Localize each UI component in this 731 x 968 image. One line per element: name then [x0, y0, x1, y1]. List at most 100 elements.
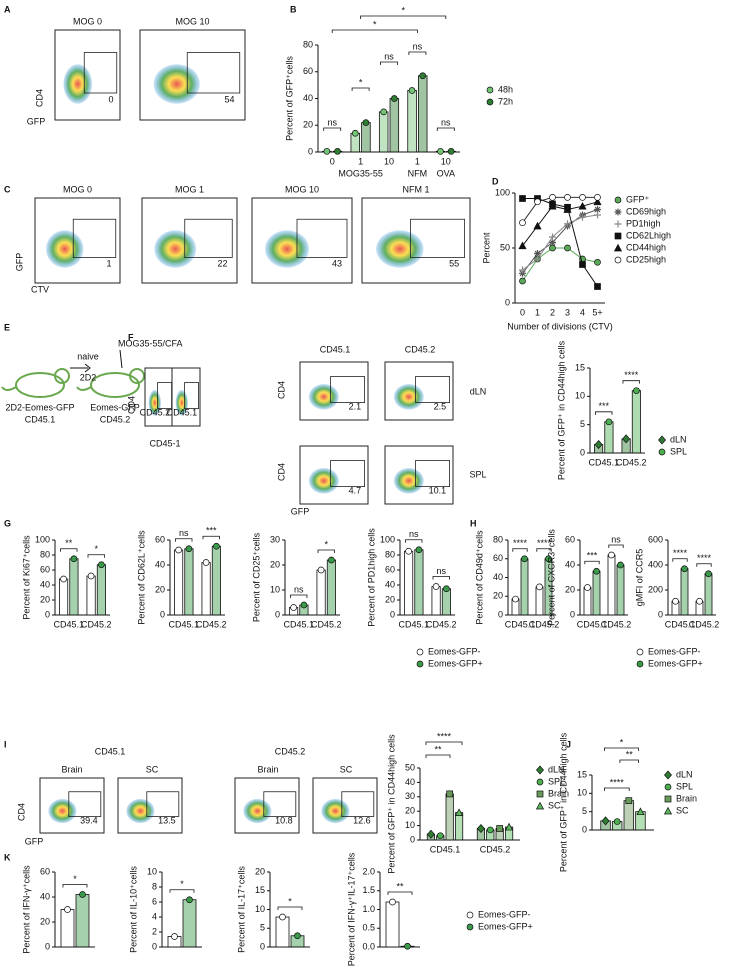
annotation: J [566, 739, 571, 749]
flow-population [46, 230, 84, 268]
flow-gate-value: 13.5 [158, 815, 176, 825]
y-tick-label: 60 [40, 564, 50, 574]
flow-gate [330, 460, 366, 488]
x-tick-label: 10 [441, 156, 451, 166]
y-tick-label: 100 [380, 534, 395, 544]
annotation: naive [77, 351, 99, 361]
bar [361, 122, 371, 153]
y-tick-label: 80 [303, 39, 313, 49]
data-point [593, 197, 602, 206]
x-tick-label: 3 [565, 307, 570, 317]
y-axis-label: Percent of IL-10⁺cells [128, 866, 138, 953]
data-point [432, 583, 440, 590]
flow-gate-value: 55 [449, 259, 459, 269]
y-tick-label: 60 [493, 553, 503, 563]
line [522, 214, 598, 271]
data-point [584, 584, 591, 591]
bar [60, 909, 75, 948]
y-tick-label: 40 [493, 572, 503, 582]
annotation: A [4, 4, 11, 14]
y-tick-label: 20 [493, 591, 503, 601]
data-point [672, 597, 679, 605]
legend-label: CD25high [626, 254, 666, 264]
annotation: Brain [257, 764, 278, 774]
legend-label: Eomes-GFP+ [478, 921, 533, 931]
significance-bracket [696, 563, 712, 567]
significance-label: ns [413, 41, 423, 51]
x-tick-label: CD45.1 [588, 457, 619, 467]
data-point [512, 595, 519, 603]
y-tick-label: 30 [270, 534, 280, 544]
annotation: SC [146, 764, 159, 774]
y-tick-label: 40 [565, 559, 575, 569]
data-point [578, 201, 587, 210]
data-point [389, 898, 396, 906]
significance-bracket [60, 548, 78, 552]
data-point [625, 797, 633, 805]
y-tick-label: 20 [255, 866, 265, 876]
significance-label: **** [673, 548, 688, 558]
bar [201, 562, 211, 616]
x-tick-label: 0 [330, 156, 335, 166]
data-point [622, 434, 631, 444]
x-tick-label: CD45.2 [529, 619, 560, 629]
flow-population [48, 798, 77, 824]
y-tick-label: 80 [493, 534, 503, 544]
flow-title: MOG 1 [175, 184, 204, 194]
significance-label: ** [626, 749, 634, 759]
y-tick-label: 50 [405, 762, 415, 772]
significance-bracket [351, 87, 370, 91]
bar [704, 573, 713, 616]
y-tick-label: 0 [658, 609, 663, 619]
y-axis-label: Percent of IFN-γ⁺cells [21, 865, 31, 954]
y-tick-label: 0 [580, 447, 585, 457]
y-tick-label: 0 [505, 297, 510, 307]
x-axis-label: Number of divisions (CTV) [507, 321, 613, 331]
annotation: CD45.2 [405, 344, 436, 354]
legend-label: Brain [676, 793, 697, 803]
y-tick-label: 40 [405, 777, 415, 787]
significance-label: **** [513, 538, 528, 548]
data-point [518, 241, 527, 250]
y-tick-label: 15 [575, 362, 585, 372]
legend-marker [664, 783, 672, 791]
data-point [549, 239, 556, 246]
annotation: Brain [61, 764, 82, 774]
flow-gate [263, 791, 297, 817]
flow-gate-value: 2.1 [349, 402, 362, 412]
data-point [290, 604, 297, 611]
y-tick-label: 100 [495, 187, 510, 197]
data-point [594, 283, 601, 290]
bar [385, 901, 400, 948]
data-point [437, 147, 444, 155]
flow-gate [83, 52, 118, 94]
x-tick-label: CD45.2 [196, 619, 227, 629]
data-point [60, 575, 67, 583]
y-axis-label: Percent of CXCR3⁺cells [546, 529, 556, 626]
data-point [519, 277, 526, 285]
data-point [186, 896, 193, 904]
annotation: CD45.1 [25, 414, 56, 424]
y-tick-label: 10 [147, 866, 157, 876]
x-tick-label: 2 [550, 307, 555, 317]
legend-marker [614, 232, 622, 240]
y-axis-label: Percent of GFP⁺ in CD44high cells [558, 732, 568, 872]
flow-population [154, 230, 197, 268]
annotation: Eomes-GFP [90, 402, 140, 412]
x-tick-label: CD45.1 [577, 619, 608, 629]
significance-bracket [436, 127, 455, 131]
data-point [519, 195, 526, 202]
x-group-label: NFM [408, 168, 428, 178]
data-point [519, 219, 526, 227]
legend-marker [663, 806, 673, 815]
bar [520, 558, 529, 616]
y-tick-label: 50 [500, 242, 510, 252]
legend-marker [486, 86, 494, 94]
y-tick-label: 0 [570, 609, 575, 619]
y-tick-label: 60 [303, 66, 313, 76]
data-point [404, 942, 411, 950]
data-point [426, 829, 435, 839]
data-point [705, 570, 712, 578]
data-point [476, 823, 485, 834]
x-tick-label: CD45.2 [480, 844, 511, 854]
